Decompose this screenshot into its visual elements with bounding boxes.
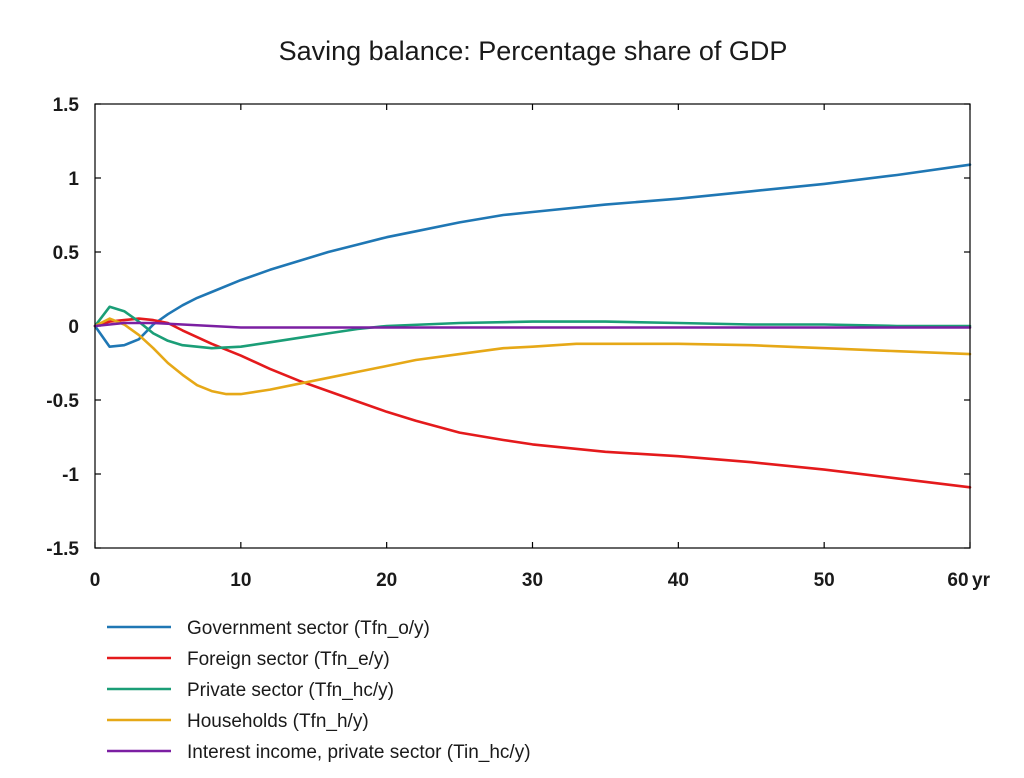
legend: Government sector (Tfn_o/y) Foreign secto… — [107, 618, 531, 763]
x-tick-label: 50 — [814, 570, 835, 591]
series-line-3 — [93, 305, 972, 350]
series-layer — [93, 163, 972, 489]
plot-area-frame — [94, 103, 971, 549]
x-tick-label: 10 — [230, 570, 251, 591]
legend-label-3: Private sector (Tfn_hc/y) — [187, 680, 394, 701]
x-tick-label: 20 — [376, 570, 397, 591]
legend-label-2: Foreign sector (Tfn_e/y) — [187, 649, 390, 670]
y-tick-label: 1 — [68, 169, 79, 190]
x-tick-label: 60 — [947, 570, 968, 591]
series-line-1 — [93, 163, 972, 349]
y-tick-label: 0.5 — [53, 243, 80, 264]
y-tick-label: 0 — [68, 317, 79, 338]
series-line-4 — [93, 317, 972, 396]
y-tick-label: -1 — [62, 465, 79, 486]
chart-title: Saving balance: Percentage share of GDP — [279, 36, 788, 66]
x-tick-label: 40 — [668, 570, 689, 591]
legend-label-4: Households (Tfn_h/y) — [187, 711, 369, 732]
series-line-5 — [93, 321, 972, 329]
x-unit-label: yr — [972, 570, 991, 591]
ticks-layer: 1.5 1 0.5 0 -0.5 -1 -1.5 0 10 20 30 40 50 60 yr — [46, 95, 990, 591]
series-line-2 — [93, 317, 972, 489]
y-tick-label: -0.5 — [46, 391, 79, 412]
legend-label-5: Interest income, private sector (Tin_hc/… — [187, 742, 531, 763]
y-tick-label: 1.5 — [53, 95, 80, 116]
x-tick-label: 30 — [522, 570, 543, 591]
legend-label-1: Government sector (Tfn_o/y) — [187, 618, 430, 639]
y-tick-label: -1.5 — [46, 539, 79, 560]
x-tick-label: 0 — [90, 570, 101, 591]
